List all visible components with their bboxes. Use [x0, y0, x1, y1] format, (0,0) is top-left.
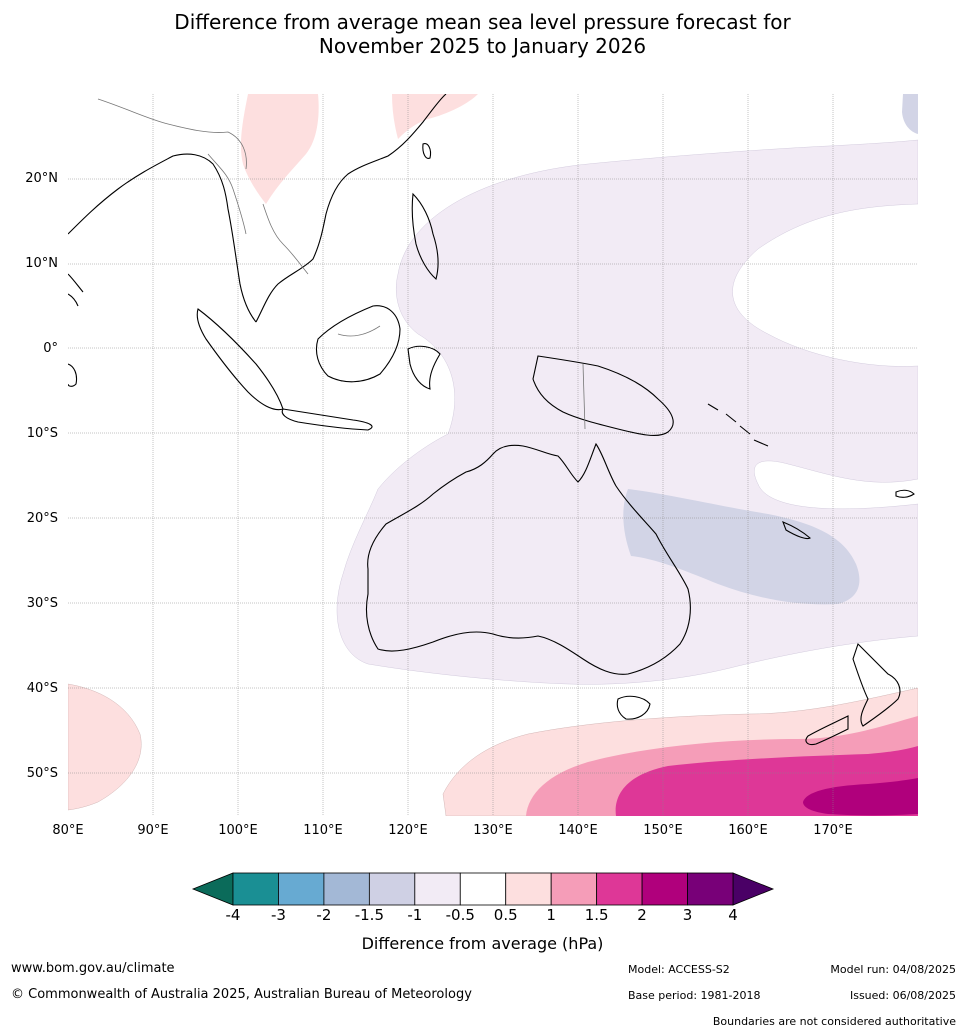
footer-disclaimer: Boundaries are not considered authoritat…: [712, 1015, 956, 1028]
colorbar-cell: [687, 872, 734, 906]
coastlines: [67, 93, 915, 746]
borneo-coast: [315, 305, 401, 383]
colorbar-cell: [550, 872, 598, 906]
lat-label-10n: 10°N: [25, 256, 58, 271]
lat-label-50s: 50°S: [26, 766, 58, 781]
solomon-islands-coast: [707, 403, 769, 447]
colorbar-tick-label: -1.5: [354, 906, 384, 924]
lon-label-150e: 150°E: [643, 823, 683, 838]
anomaly-region-blue-grey-top: [902, 94, 918, 134]
lon-label-110e: 110°E: [303, 823, 343, 838]
lon-label-160e: 160°E: [728, 823, 768, 838]
colorbar-tick-label: -4: [225, 906, 241, 924]
new-caledonia-coast: [782, 521, 811, 540]
colorbar-tick-label: 0.5: [493, 906, 518, 924]
lon-label-80e: 80°E: [52, 823, 84, 838]
anomaly-region-dark-magenta: [803, 778, 918, 816]
lat-label-20n: 20°N: [25, 171, 58, 186]
anomaly-region-pink-indochina: [240, 94, 319, 204]
footer-issued: Issued: 06/08/2025: [849, 989, 956, 1002]
title-line-1: Difference from average mean sea level p…: [174, 10, 791, 34]
colorbar-cell: [596, 872, 643, 906]
colorbar-tick-label: -1: [407, 906, 423, 924]
java-coast: [281, 408, 373, 431]
colorbar-tick-label: 1.5: [584, 906, 609, 924]
colorbar-cell: [232, 872, 279, 906]
colorbar-cell: [414, 872, 461, 906]
tasmania-coast: [616, 695, 651, 720]
lat-label-0: 0°: [43, 341, 58, 356]
colorbar-cell: [323, 872, 370, 906]
new-guinea-coast: [532, 355, 674, 436]
footer-model: Model: ACCESS-S2: [628, 963, 730, 976]
colorbar-under-arrow: [191, 872, 234, 906]
colorbar-cell: [641, 872, 688, 906]
map-canvas: [67, 93, 919, 817]
lon-label-120e: 120°E: [388, 823, 428, 838]
philippines-coast: [411, 192, 439, 280]
sumatra-coast: [196, 308, 284, 411]
colorbar-tick-label: -0.5: [445, 906, 475, 924]
lon-label-90e: 90°E: [137, 823, 169, 838]
colorbar-cell: [505, 872, 552, 906]
footer-url: www.bom.gov.au/climate: [11, 961, 175, 976]
australia-coast: [365, 442, 691, 675]
footer-base-period: Base period: 1981-2018: [628, 989, 761, 1002]
lat-label-30s: 30°S: [26, 596, 58, 611]
colorbar-tick-label: 2: [637, 906, 647, 924]
lat-label-40s: 40°S: [26, 681, 58, 696]
anomaly-region-pink-top: [392, 94, 478, 139]
lon-label-140e: 140°E: [558, 823, 598, 838]
lat-label-20s: 20°S: [26, 511, 58, 526]
colorbar-tick-label: 1: [546, 906, 556, 924]
sri-lanka-coast: [67, 363, 78, 387]
footer-model-run: Model run: 04/08/2025: [830, 963, 956, 976]
anomaly-region-pink-west: [67, 683, 142, 811]
colorbar-tick-label: -2: [316, 906, 332, 924]
colorbar: [190, 872, 776, 906]
colorbar-tick-label: -3: [270, 906, 286, 924]
map-title: Difference from average mean sea level p…: [0, 10, 965, 58]
lat-label-10s: 10°S: [26, 426, 58, 441]
india-coast: [67, 273, 84, 307]
colorbar-label: Difference from average (hPa): [361, 934, 604, 953]
colorbar-tick-label: 3: [682, 906, 693, 924]
asia-coast: [67, 93, 447, 323]
colorbar-cell: [278, 872, 325, 906]
colorbar-cell: [459, 872, 507, 906]
fiji-coast: [895, 489, 915, 498]
taiwan-coast: [422, 143, 432, 159]
colorbar-tick-label: 4: [728, 906, 738, 924]
colorbar-over-arrow: [732, 872, 775, 906]
colorbar-svg: [191, 872, 775, 906]
lon-label-100e: 100°E: [218, 823, 258, 838]
sulawesi-coast: [407, 345, 441, 390]
footer-copyright: © Commonwealth of Australia 2025, Austra…: [11, 987, 472, 1002]
national-borders: [97, 98, 586, 430]
pressure-anomaly-map: [67, 93, 919, 817]
colorbar-cell: [368, 872, 416, 906]
title-line-2: November 2025 to January 2026: [318, 34, 647, 58]
lon-label-130e: 130°E: [473, 823, 513, 838]
lon-label-170e: 170°E: [813, 823, 853, 838]
new-zealand-coast: [805, 642, 901, 746]
graticule: [68, 94, 918, 816]
